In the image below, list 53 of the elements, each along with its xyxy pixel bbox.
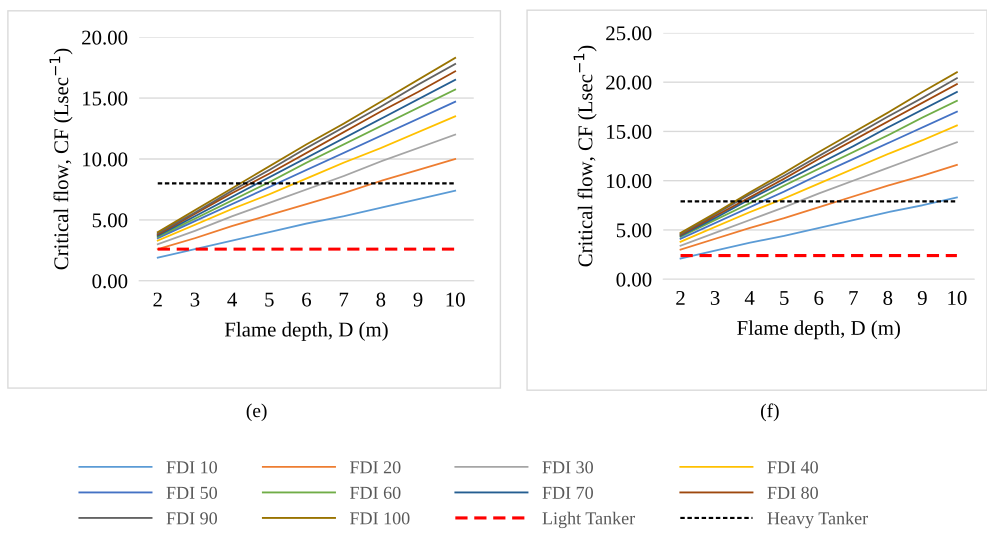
x-tick-label: 2 [153, 292, 162, 306]
x-tick-label: 7 [849, 291, 858, 305]
x-tick-label: 6 [302, 292, 312, 307]
legend-label: FDI 90 [166, 512, 218, 524]
x-tick-label: 4 [227, 292, 237, 306]
y-tick-label: 10.00 [607, 174, 652, 188]
x-tick-label: 3 [710, 290, 720, 305]
x-tick-label: 4 [744, 291, 755, 305]
x-tick-label: 7 [340, 292, 348, 306]
legend-label: FDI 80 [767, 486, 818, 499]
y-tick-label: 20.00 [82, 30, 128, 45]
line-series [680, 196, 958, 260]
y-tick-label: 0.00 [92, 274, 128, 288]
x-tick-label: 3 [190, 292, 200, 307]
legend-label: FDI 50 [166, 486, 218, 499]
x-tick-label: 10 [446, 292, 465, 307]
x-tick-label: 2 [676, 290, 685, 305]
y-axis-title: Critical flow, CF (Lsec$^{−1}$) [50, 48, 73, 270]
legend-label: FDI 60 [350, 486, 400, 499]
line-series [156, 134, 456, 246]
x-tick-label: 8 [376, 292, 386, 307]
y-tick-label: 0.00 [616, 272, 652, 287]
x-axis-title: Flame depth, D (m) [224, 322, 388, 341]
text: (e) [246, 404, 267, 422]
line-series [156, 190, 456, 259]
y-tick-label: 5.00 [616, 223, 652, 238]
x-tick-label: 9 [413, 292, 422, 307]
y-tick-label: 10.00 [83, 152, 128, 167]
line-series [156, 158, 456, 250]
legend-label: FDI 10 [166, 461, 218, 474]
legend-label: Heavy Tanker [767, 512, 868, 528]
legend-label: FDI 70 [542, 486, 593, 499]
x-tick-label: 10 [948, 290, 967, 305]
x-tick-label: 5 [265, 292, 274, 307]
line-series [680, 164, 958, 251]
legend-label: FDI 20 [350, 461, 400, 474]
x-tick-label: 8 [883, 290, 892, 305]
x-axis-title: Flame depth, D (m) [737, 320, 900, 340]
y-axis-title: Critical flow, CF (Lsec$^{−1}$) [574, 46, 597, 266]
x-tick-label: 5 [780, 291, 789, 305]
line-series [680, 141, 958, 247]
x-tick-label: 6 [814, 290, 824, 305]
y-tick-label: 15.00 [607, 124, 652, 139]
y-tick-label: 20.00 [606, 76, 652, 90]
legend-label: FDI 30 [542, 461, 593, 474]
legend-label: Light Tanker [542, 512, 636, 528]
legend-label: FDI 100 [350, 512, 410, 524]
y-tick-label: 15.00 [83, 91, 128, 106]
y-tick-label: 5.00 [92, 213, 128, 228]
legend-label: FDI 40 [767, 461, 818, 474]
x-tick-label: 9 [918, 290, 927, 305]
text: (f) [761, 403, 779, 422]
y-tick-label: 25.00 [606, 26, 652, 40]
